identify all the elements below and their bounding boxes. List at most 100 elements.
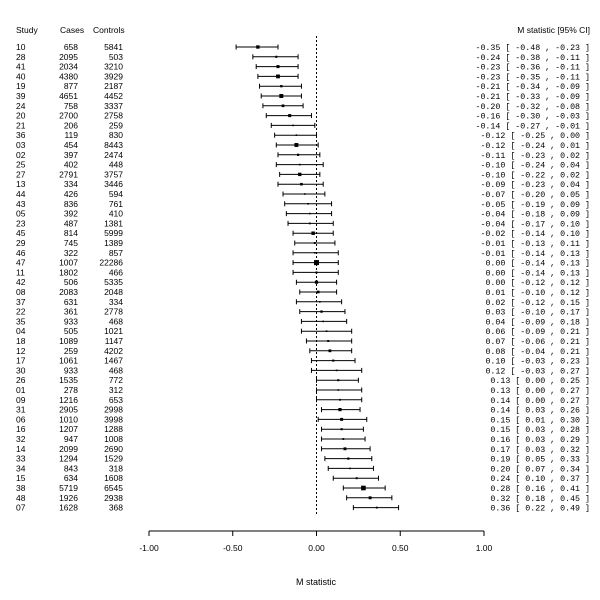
point-estimate bbox=[256, 45, 260, 49]
estimate-label: 0.24 [ 0.10 , 0.37 ] bbox=[490, 474, 590, 484]
study-id: 25 bbox=[16, 160, 26, 170]
study-id: 46 bbox=[16, 248, 26, 258]
point-estimate bbox=[319, 301, 321, 303]
point-estimate bbox=[337, 379, 340, 382]
cases-value: 1207 bbox=[59, 424, 78, 434]
point-estimate bbox=[276, 74, 280, 79]
study-row: 12 259 4202 0.08 [ -0.04 , 0.21 ] bbox=[16, 346, 590, 357]
study-row: 40 4380 3929 -0.23 [ -0.35 , -0.11 ] bbox=[16, 71, 590, 82]
study-row: 45 814 5999 -0.02 [ -0.14 , 0.10 ] bbox=[16, 228, 590, 239]
study-id: 48 bbox=[16, 493, 26, 503]
study-id: 04 bbox=[16, 326, 26, 336]
study-id: 11 bbox=[16, 267, 25, 277]
study-id: 05 bbox=[16, 209, 26, 219]
estimate-label: 0.10 [ -0.03 , 0.23 ] bbox=[485, 357, 590, 367]
study-id: 03 bbox=[16, 140, 26, 150]
controls-value: 5335 bbox=[104, 277, 123, 287]
cases-value: 947 bbox=[64, 434, 78, 444]
study-row: 36 119 830 -0.12 [ -0.25 , 0.00 ] bbox=[16, 130, 590, 141]
cases-value: 1294 bbox=[59, 454, 78, 464]
study-id: 06 bbox=[16, 414, 26, 424]
estimate-label: 0.08 [ -0.04 , 0.21 ] bbox=[485, 347, 590, 357]
study-id: 43 bbox=[16, 199, 26, 209]
study-id: 28 bbox=[16, 52, 26, 62]
cases-value: 426 bbox=[64, 189, 78, 199]
study-row: 39 4651 4452 -0.21 [ -0.33 , -0.09 ] bbox=[16, 91, 590, 102]
cases-value: 259 bbox=[64, 346, 78, 356]
estimate-label: -0.02 [ -0.14 , 0.10 ] bbox=[480, 229, 590, 239]
study-id: 42 bbox=[16, 277, 26, 287]
cases-value: 745 bbox=[64, 238, 78, 248]
study-row: 41 2034 3210 -0.23 [ -0.36 , -0.11 ] bbox=[16, 62, 590, 73]
study-id: 29 bbox=[16, 238, 26, 248]
controls-value: 2187 bbox=[104, 81, 123, 91]
cases-value: 1089 bbox=[59, 336, 78, 346]
study-row: 05 392 410 -0.04 [ -0.18 , 0.09 ] bbox=[16, 209, 590, 220]
cases-value: 2083 bbox=[59, 287, 78, 297]
point-estimate bbox=[327, 340, 330, 342]
estimate-label: 0.32 [ 0.18 , 0.45 ] bbox=[490, 494, 590, 504]
point-estimate bbox=[361, 485, 366, 491]
estimate-label: 0.00 [ -0.14 , 0.13 ] bbox=[485, 259, 590, 269]
estimate-label: 0.15 [ 0.03 , 0.28 ] bbox=[490, 425, 590, 435]
study-row: 38 5719 6545 0.28 [ 0.16 , 0.41 ] bbox=[16, 483, 590, 494]
cases-value: 206 bbox=[64, 120, 78, 130]
study-id: 39 bbox=[16, 91, 26, 101]
study-row: 04 505 1021 0.06 [ -0.09 , 0.21 ] bbox=[16, 326, 590, 337]
cases-value: 2095 bbox=[59, 52, 78, 62]
estimate-label: 0.14 [ 0.03 , 0.26 ] bbox=[490, 406, 590, 416]
point-estimate bbox=[375, 506, 378, 509]
study-row: 28 2095 503 -0.24 [ -0.38 , -0.11 ] bbox=[16, 52, 590, 63]
estimate-label: -0.10 [ -0.24 , 0.04 ] bbox=[480, 161, 590, 171]
study-row: 29 745 1389 -0.01 [ -0.13 , 0.11 ] bbox=[16, 238, 590, 249]
estimate-label: 0.03 [ -0.10 , 0.17 ] bbox=[485, 308, 590, 318]
cases-value: 1802 bbox=[59, 267, 78, 277]
estimate-label: -0.24 [ -0.38 , -0.11 ] bbox=[475, 53, 590, 63]
controls-value: 312 bbox=[109, 385, 123, 395]
study-id: 31 bbox=[16, 405, 26, 415]
controls-value: 22286 bbox=[99, 258, 123, 268]
study-row: 14 2099 2690 0.17 [ 0.03 , 0.32 ] bbox=[16, 444, 590, 455]
cases-value: 505 bbox=[64, 326, 78, 336]
controls-value: 318 bbox=[109, 463, 123, 473]
study-id: 09 bbox=[16, 395, 26, 405]
point-estimate bbox=[339, 398, 341, 401]
controls-value: 448 bbox=[109, 160, 123, 170]
point-estimate bbox=[355, 477, 358, 480]
cases-value: 487 bbox=[64, 218, 78, 228]
study-id: 21 bbox=[16, 120, 26, 130]
controls-value: 3757 bbox=[104, 169, 123, 179]
cases-value: 843 bbox=[64, 463, 78, 473]
estimate-label: 0.02 [ -0.12 , 0.15 ] bbox=[485, 298, 590, 308]
estimate-label: -0.01 [ -0.14 , 0.13 ] bbox=[480, 249, 590, 259]
point-estimate bbox=[328, 349, 332, 353]
controls-value: 3337 bbox=[104, 101, 123, 111]
estimate-label: -0.12 [ -0.25 , 0.00 ] bbox=[480, 131, 590, 141]
point-estimate bbox=[292, 124, 294, 127]
controls-value: 653 bbox=[109, 395, 123, 405]
cases-value: 322 bbox=[64, 248, 78, 258]
estimate-label: 0.20 [ 0.07 , 0.34 ] bbox=[490, 464, 590, 474]
controls-value: 3998 bbox=[104, 414, 123, 424]
point-estimate bbox=[296, 153, 300, 156]
controls-value: 1008 bbox=[104, 434, 123, 444]
estimate-label: 0.01 [ -0.10 , 0.12 ] bbox=[485, 288, 590, 298]
cases-value: 877 bbox=[64, 81, 78, 91]
study-row: 02 397 2474 -0.11 [ -0.23 , 0.02 ] bbox=[16, 150, 590, 161]
study-id: 18 bbox=[16, 336, 26, 346]
estimate-label: -0.10 [ -0.22 , 0.02 ] bbox=[480, 170, 590, 180]
study-id: 45 bbox=[16, 228, 26, 238]
study-row: 47 1007 22286 0.00 [ -0.14 , 0.13 ] bbox=[16, 258, 590, 269]
study-id: 16 bbox=[16, 424, 26, 434]
estimate-label: 0.16 [ 0.03 , 0.29 ] bbox=[490, 435, 590, 445]
study-row: 18 1089 1147 0.07 [ -0.06 , 0.21 ] bbox=[16, 336, 590, 347]
study-row: 30 933 468 0.12 [ -0.03 , 0.27 ] bbox=[16, 365, 590, 376]
point-estimate bbox=[338, 407, 342, 412]
cases-value: 814 bbox=[64, 228, 78, 238]
x-tick-label: 1.00 bbox=[476, 543, 493, 553]
estimate-label: -0.05 [ -0.19 , 0.09 ] bbox=[480, 200, 590, 210]
study-id: 35 bbox=[16, 316, 26, 326]
study-row: 11 1802 466 0.00 [ -0.14 , 0.13 ] bbox=[16, 267, 590, 278]
controls-value: 1288 bbox=[104, 424, 123, 434]
study-id: 41 bbox=[16, 62, 26, 72]
